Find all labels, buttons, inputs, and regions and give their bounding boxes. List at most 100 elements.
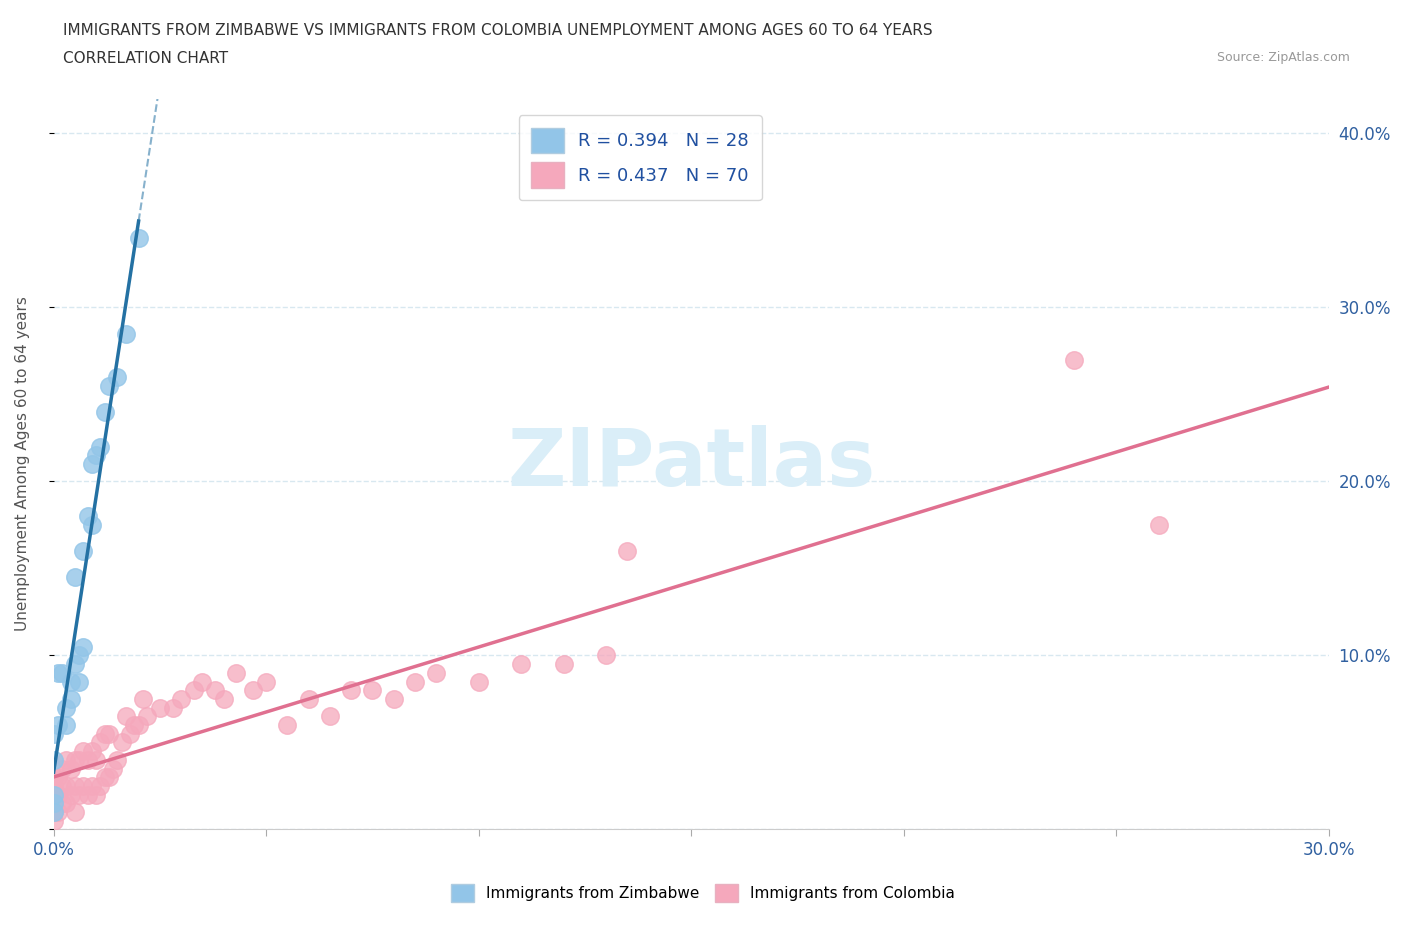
- Point: [136, 709, 159, 724]
- Point: [80, 744, 103, 759]
- Y-axis label: Unemployment Among Ages 60 to 64 years: Unemployment Among Ages 60 to 64 years: [15, 297, 30, 631]
- Point: [63, 778, 86, 793]
- Point: [67, 752, 90, 767]
- Point: [225, 665, 247, 680]
- Point: [51, 761, 73, 776]
- Point: [42, 813, 65, 828]
- Text: CORRELATION CHART: CORRELATION CHART: [63, 51, 228, 66]
- Point: [51, 778, 73, 793]
- Point: [89, 735, 111, 750]
- Point: [105, 369, 128, 384]
- Point: [80, 778, 103, 793]
- Point: [124, 718, 146, 733]
- Point: [93, 770, 115, 785]
- Point: [1147, 517, 1170, 532]
- Point: [212, 692, 235, 707]
- Point: [97, 379, 120, 393]
- Point: [319, 709, 342, 724]
- Point: [97, 726, 120, 741]
- Point: [51, 796, 73, 811]
- Point: [80, 517, 103, 532]
- Point: [111, 735, 134, 750]
- Point: [101, 761, 124, 776]
- Point: [42, 804, 65, 819]
- Point: [46, 770, 69, 785]
- Point: [76, 787, 98, 802]
- Point: [55, 752, 77, 767]
- Point: [42, 752, 65, 767]
- Point: [89, 439, 111, 454]
- Point: [595, 648, 617, 663]
- Point: [105, 752, 128, 767]
- Point: [89, 778, 111, 793]
- Point: [59, 674, 82, 689]
- Point: [63, 752, 86, 767]
- Point: [76, 752, 98, 767]
- Point: [46, 665, 69, 680]
- Point: [80, 457, 103, 472]
- Point: [128, 718, 150, 733]
- Point: [298, 692, 321, 707]
- Point: [183, 683, 205, 698]
- Point: [115, 709, 138, 724]
- Point: [72, 544, 94, 559]
- Point: [51, 665, 73, 680]
- Point: [467, 674, 489, 689]
- Legend: Immigrants from Zimbabwe, Immigrants from Colombia: Immigrants from Zimbabwe, Immigrants fro…: [444, 878, 962, 909]
- Legend: R = 0.394   N = 28, R = 0.437   N = 70: R = 0.394 N = 28, R = 0.437 N = 70: [519, 115, 762, 201]
- Point: [242, 683, 264, 698]
- Point: [42, 787, 65, 802]
- Point: [63, 804, 86, 819]
- Point: [93, 726, 115, 741]
- Point: [132, 692, 155, 707]
- Point: [204, 683, 226, 698]
- Point: [67, 674, 90, 689]
- Point: [42, 726, 65, 741]
- Point: [72, 744, 94, 759]
- Point: [76, 509, 98, 524]
- Point: [42, 778, 65, 793]
- Point: [63, 657, 86, 671]
- Point: [404, 674, 426, 689]
- Point: [553, 657, 575, 671]
- Point: [93, 405, 115, 419]
- Point: [46, 718, 69, 733]
- Point: [42, 796, 65, 811]
- Point: [254, 674, 277, 689]
- Point: [72, 639, 94, 654]
- Point: [162, 700, 184, 715]
- Point: [616, 544, 638, 559]
- Point: [59, 761, 82, 776]
- Point: [63, 570, 86, 585]
- Point: [510, 657, 533, 671]
- Text: ZIPatlas: ZIPatlas: [508, 425, 876, 503]
- Point: [115, 326, 138, 341]
- Point: [42, 787, 65, 802]
- Point: [97, 770, 120, 785]
- Point: [67, 648, 90, 663]
- Point: [55, 778, 77, 793]
- Point: [84, 448, 107, 463]
- Point: [425, 665, 447, 680]
- Point: [128, 231, 150, 246]
- Point: [340, 683, 363, 698]
- Text: Source: ZipAtlas.com: Source: ZipAtlas.com: [1216, 51, 1350, 64]
- Point: [59, 692, 82, 707]
- Point: [55, 700, 77, 715]
- Point: [59, 787, 82, 802]
- Point: [382, 692, 405, 707]
- Text: IMMIGRANTS FROM ZIMBABWE VS IMMIGRANTS FROM COLOMBIA UNEMPLOYMENT AMONG AGES 60 : IMMIGRANTS FROM ZIMBABWE VS IMMIGRANTS F…: [63, 23, 934, 38]
- Point: [42, 796, 65, 811]
- Point: [149, 700, 172, 715]
- Point: [170, 692, 193, 707]
- Point: [42, 770, 65, 785]
- Point: [120, 726, 142, 741]
- Point: [191, 674, 214, 689]
- Point: [55, 718, 77, 733]
- Point: [46, 787, 69, 802]
- Point: [1063, 352, 1085, 367]
- Point: [276, 718, 298, 733]
- Point: [46, 804, 69, 819]
- Point: [55, 796, 77, 811]
- Point: [361, 683, 384, 698]
